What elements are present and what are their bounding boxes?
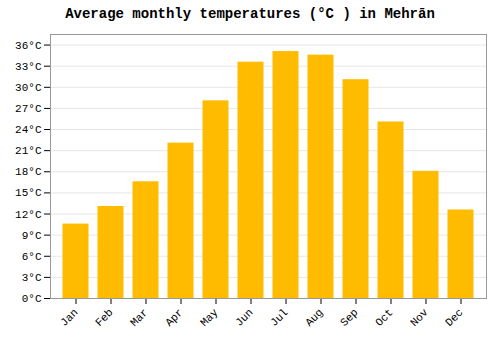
svg-text:Dec: Dec xyxy=(443,306,465,328)
svg-text:Feb: Feb xyxy=(93,306,115,328)
svg-text:Mar: Mar xyxy=(128,306,150,328)
svg-text:Jan: Jan xyxy=(58,306,80,328)
svg-text:18°C: 18°C xyxy=(15,166,42,178)
svg-text:30°C: 30°C xyxy=(15,82,42,94)
svg-text:Oct: Oct xyxy=(373,306,395,328)
svg-text:15°C: 15°C xyxy=(15,187,42,199)
svg-text:Jul: Jul xyxy=(268,306,290,328)
svg-text:Nov: Nov xyxy=(408,306,431,329)
svg-text:9°C: 9°C xyxy=(22,230,42,242)
svg-text:24°C: 24°C xyxy=(15,124,42,136)
html-text:Average monthly temperatures (: Average monthly temperatures (°C ) in Me… xyxy=(65,6,435,22)
svg-text:Apr: Apr xyxy=(163,306,185,328)
svg-text:3°C: 3°C xyxy=(22,272,42,284)
svg-text:33°C: 33°C xyxy=(15,61,42,73)
svg-text:6°C: 6°C xyxy=(22,251,42,263)
svg-text:0°C: 0°C xyxy=(22,293,42,305)
svg-text:Jun: Jun xyxy=(233,306,255,328)
svg-text:12°C: 12°C xyxy=(15,209,42,221)
svg-text:Sep: Sep xyxy=(338,306,360,328)
svg-text:Aug: Aug xyxy=(303,306,325,328)
svg-text:21°C: 21°C xyxy=(15,145,42,157)
svg-text:May: May xyxy=(198,306,221,329)
svg-text:36°C: 36°C xyxy=(15,40,42,52)
svg-text:27°C: 27°C xyxy=(15,103,42,115)
